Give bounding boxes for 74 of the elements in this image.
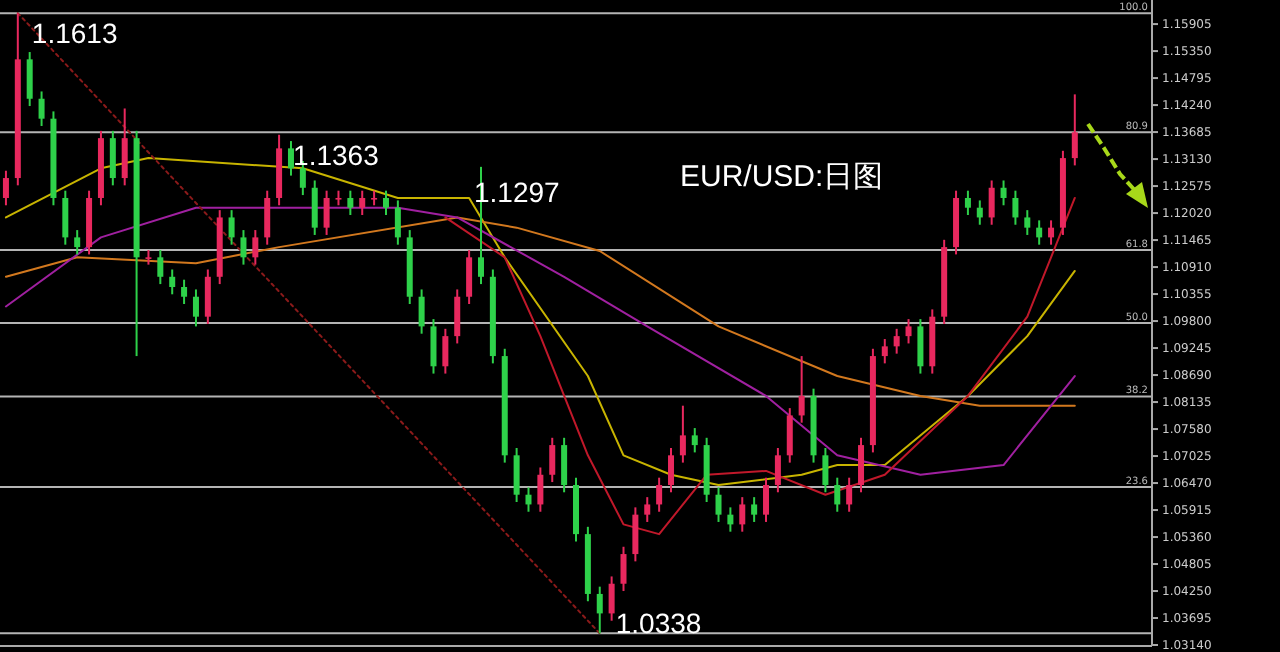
candlestick	[430, 318, 437, 375]
candlestick	[442, 327, 449, 375]
candlestick	[549, 436, 556, 484]
line-series	[4, 206, 1076, 476]
candlestick	[525, 486, 532, 513]
candlestick	[192, 288, 199, 328]
candlestick	[608, 575, 615, 622]
candlestick	[2, 169, 9, 207]
candlestick	[1048, 219, 1055, 246]
candlestick	[644, 496, 651, 523]
candlestick	[691, 427, 698, 454]
candlestick	[323, 189, 330, 236]
candlestick	[561, 436, 568, 494]
candlestick	[74, 229, 81, 256]
candlestick	[846, 476, 853, 513]
candlestick	[26, 51, 33, 108]
candlestick	[786, 407, 793, 464]
candlestick	[1036, 219, 1043, 246]
annotation: 1.1613	[31, 17, 118, 50]
candlestick	[157, 249, 164, 286]
candlestick	[858, 436, 865, 494]
candlestick	[893, 327, 900, 355]
candlestick	[656, 476, 663, 513]
candlestick	[466, 249, 473, 306]
candlestick	[394, 199, 401, 246]
candlestick	[311, 179, 318, 236]
candlestick	[620, 545, 627, 593]
annotation: 1.1363	[293, 138, 380, 171]
candlestick	[964, 189, 971, 217]
candlestick	[774, 447, 781, 494]
candlestick	[679, 404, 686, 464]
candlestick	[454, 288, 461, 345]
candlestick	[1012, 189, 1019, 226]
candlestick	[38, 90, 45, 127]
candlestick	[834, 476, 841, 513]
candlestick	[881, 338, 888, 365]
candlestick	[145, 249, 152, 266]
candlestick	[905, 318, 912, 345]
candlestick	[739, 496, 746, 533]
candlestick	[240, 229, 247, 266]
text: EUR/USD:日图	[680, 160, 884, 194]
candlestick	[1024, 209, 1031, 236]
candlestick	[359, 189, 366, 217]
candlestick	[1000, 179, 1007, 207]
candlestick	[976, 199, 983, 226]
candlestick	[418, 288, 425, 335]
candlestick	[917, 318, 924, 375]
candlestick	[537, 466, 544, 513]
candlestick	[763, 476, 770, 523]
candlestick	[62, 189, 69, 246]
candlestick	[751, 496, 758, 523]
candlestick	[382, 189, 389, 217]
candlestick	[988, 179, 995, 226]
candlestick	[252, 229, 259, 266]
candlestick	[668, 447, 675, 494]
candlestick	[727, 506, 734, 533]
candlestick	[109, 129, 116, 187]
candlestick	[169, 268, 176, 296]
candlestick	[121, 107, 128, 187]
annotation: 1.0338	[615, 607, 702, 640]
candlestick	[822, 447, 829, 494]
candlestick	[204, 268, 211, 325]
candlestick	[181, 278, 188, 306]
candlestick	[513, 447, 520, 504]
line-series	[4, 216, 1076, 407]
candlestick	[596, 585, 603, 635]
candlestick	[715, 486, 722, 523]
candlestick	[287, 140, 294, 177]
candlestick	[632, 506, 639, 563]
candlestick	[798, 355, 805, 424]
candlestick	[347, 189, 354, 217]
candlestick	[1071, 93, 1078, 167]
candlestick	[264, 189, 271, 246]
candlestick	[228, 209, 235, 246]
